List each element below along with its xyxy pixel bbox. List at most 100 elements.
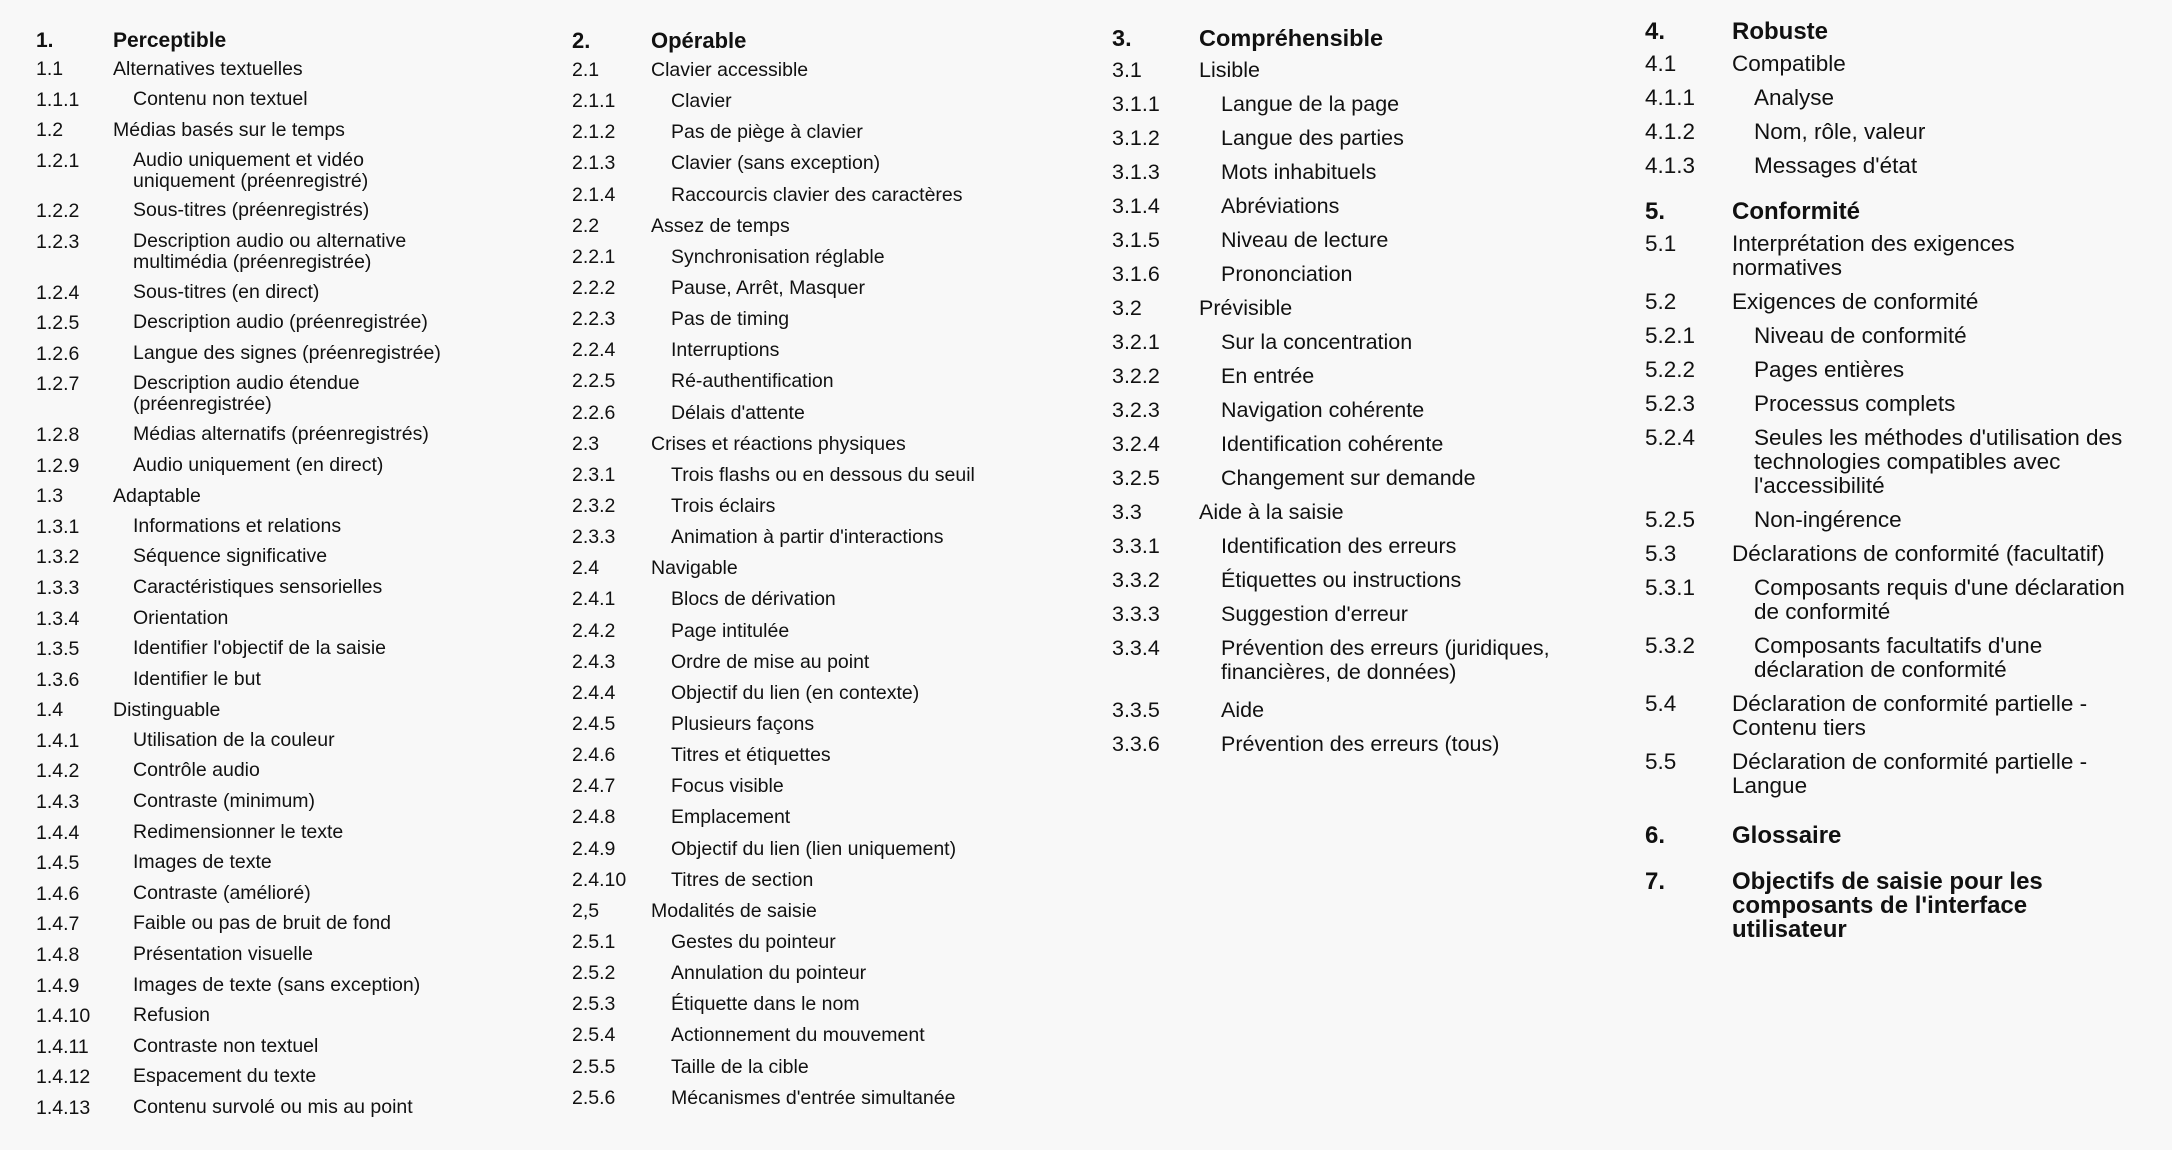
toc-criterion[interactable]: 3.2.3 Navigation cohérente: [1112, 398, 1632, 422]
toc-criterion[interactable]: 1.1.1 Contenu non textuel: [36, 88, 556, 111]
toc-criterion[interactable]: 2.4.6 Titres et étiquettes: [572, 744, 1092, 766]
toc-criterion[interactable]: 3.1.5 Niveau de lecture: [1112, 228, 1632, 252]
toc-criterion[interactable]: 3.3.3 Suggestion d'erreur: [1112, 602, 1632, 626]
toc-section[interactable]: 5. Conformité: [1645, 200, 2165, 224]
toc-subsection[interactable]: 1.1 Alternatives textuelles: [36, 58, 556, 80]
toc-criterion[interactable]: 2.5.6 Mécanismes d'entrée simultanée: [572, 1087, 1092, 1109]
toc-section[interactable]: 1. Perceptible: [36, 30, 556, 52]
toc-criterion[interactable]: 3.1.6 Prononciation: [1112, 262, 1632, 286]
toc-criterion[interactable]: 3.2.1 Sur la concentration: [1112, 330, 1632, 354]
toc-criterion[interactable]: 1.3.6 Identifier le but: [36, 668, 556, 691]
toc-criterion[interactable]: 2.2.6 Délais d'attente: [572, 402, 1092, 424]
toc-criterion[interactable]: 1.4.8 Présentation visuelle: [36, 944, 556, 967]
toc-criterion[interactable]: 1.2.9 Audio uniquement (en direct): [36, 454, 556, 477]
toc-criterion[interactable]: 1.4.10 Refusion: [36, 1005, 556, 1028]
toc-criterion[interactable]: 3.1.3 Mots inhabituels: [1112, 160, 1632, 184]
toc-criterion[interactable]: 3.2.5 Changement sur demande: [1112, 466, 1632, 490]
toc-criterion[interactable]: 3.2.2 En entrée: [1112, 364, 1632, 388]
toc-subsection[interactable]: 2.3 Crises et réactions physiques: [572, 433, 1092, 455]
toc-criterion[interactable]: 2.1.4 Raccourcis clavier des caractères: [572, 184, 1092, 206]
toc-section[interactable]: 7. Objectifs de saisie pour les composant…: [1645, 870, 2165, 942]
toc-subsection[interactable]: 2.1 Clavier accessible: [572, 59, 1092, 81]
toc-criterion[interactable]: 2.3.3 Animation à partir d'interactions: [572, 526, 1092, 548]
toc-subsection[interactable]: 3.3 Aide à la saisie: [1112, 500, 1632, 524]
toc-section[interactable]: 6. Glossaire: [1645, 824, 2165, 848]
toc-criterion[interactable]: 3.3.1 Identification des erreurs: [1112, 534, 1632, 558]
toc-criterion[interactable]: 5.2.3 Processus complets: [1645, 392, 2165, 416]
toc-criterion[interactable]: 2.4.8 Emplacement: [572, 806, 1092, 828]
toc-criterion[interactable]: 2.1.1 Clavier: [572, 90, 1092, 112]
toc-criterion[interactable]: 2.1.2 Pas de piège à clavier: [572, 121, 1092, 143]
toc-subsection[interactable]: 3.1 Lisible: [1112, 58, 1632, 82]
toc-criterion[interactable]: 1.4.12 Espacement du texte: [36, 1066, 556, 1089]
toc-section[interactable]: 3. Compréhensible: [1112, 26, 1632, 50]
toc-criterion[interactable]: 3.3.4 Prévention des erreurs (juridiques,…: [1112, 636, 1632, 684]
toc-section[interactable]: 4. Robuste: [1645, 20, 2165, 44]
toc-criterion[interactable]: 1.2.7 Description audio étendue (préenreg…: [36, 373, 556, 415]
toc-criterion[interactable]: 2.5.5 Taille de la cible: [572, 1056, 1092, 1078]
toc-subsection[interactable]: 1.2 Médias basés sur le temps: [36, 119, 556, 141]
toc-criterion[interactable]: 5.3.1 Composants requis d'une déclaration…: [1645, 576, 2165, 624]
toc-subsection[interactable]: 5.5 Déclaration de conformité partielle -…: [1645, 750, 2165, 798]
toc-criterion[interactable]: 4.1.1 Analyse: [1645, 86, 2165, 110]
toc-criterion[interactable]: 3.2.4 Identification cohérente: [1112, 432, 1632, 456]
toc-subsection[interactable]: 5.1 Interprétation des exigences normativ…: [1645, 232, 2165, 280]
toc-criterion[interactable]: 2.4.10 Titres de section: [572, 869, 1092, 891]
toc-criterion[interactable]: 2.5.3 Étiquette dans le nom: [572, 993, 1092, 1015]
toc-criterion[interactable]: 1.3.1 Informations et relations: [36, 515, 556, 538]
toc-criterion[interactable]: 3.3.6 Prévention des erreurs (tous): [1112, 732, 1632, 756]
toc-criterion[interactable]: 2.3.1 Trois flashs ou en dessous du seuil: [572, 464, 1092, 486]
toc-criterion[interactable]: 2.2.5 Ré-authentification: [572, 370, 1092, 392]
toc-subsection[interactable]: 4.1 Compatible: [1645, 52, 2165, 76]
toc-criterion[interactable]: 1.2.5 Description audio (préenregistrée): [36, 312, 556, 335]
toc-criterion[interactable]: 1.4.3 Contraste (minimum): [36, 791, 556, 814]
toc-criterion[interactable]: 2.5.2 Annulation du pointeur: [572, 962, 1092, 984]
toc-criterion[interactable]: 1.3.4 Orientation: [36, 607, 556, 630]
toc-criterion[interactable]: 1.2.3 Description audio ou alternative mu…: [36, 230, 556, 273]
toc-criterion[interactable]: 2.4.4 Objectif du lien (en contexte): [572, 682, 1092, 704]
toc-criterion[interactable]: 2.4.5 Plusieurs façons: [572, 713, 1092, 735]
toc-criterion[interactable]: 1.3.3 Caractéristiques sensorielles: [36, 576, 556, 599]
toc-subsection[interactable]: 2,5 Modalités de saisie: [572, 900, 1092, 922]
toc-subsection[interactable]: 5.4 Déclaration de conformité partielle -…: [1645, 692, 2165, 740]
toc-criterion[interactable]: 4.1.2 Nom, rôle, valeur: [1645, 120, 2165, 144]
toc-criterion[interactable]: 2.4.9 Objectif du lien (lien uniquement): [572, 838, 1092, 860]
toc-criterion[interactable]: 2.2.2 Pause, Arrêt, Masquer: [572, 277, 1092, 299]
toc-criterion[interactable]: 1.4.4 Redimensionner le texte: [36, 821, 556, 844]
toc-criterion[interactable]: 3.3.2 Étiquettes ou instructions: [1112, 568, 1632, 592]
toc-criterion[interactable]: 1.4.5 Images de texte: [36, 852, 556, 875]
toc-criterion[interactable]: 1.4.6 Contraste (amélioré): [36, 882, 556, 905]
toc-criterion[interactable]: 1.4.9 Images de texte (sans exception): [36, 974, 556, 997]
toc-criterion[interactable]: 1.2.1 Audio uniquement et vidéo uniquemen…: [36, 149, 556, 192]
toc-criterion[interactable]: 2.4.2 Page intitulée: [572, 620, 1092, 642]
toc-criterion[interactable]: 1.4.11 Contraste non textuel: [36, 1035, 556, 1058]
toc-criterion[interactable]: 1.4.7 Faible ou pas de bruit de fond: [36, 913, 556, 936]
toc-criterion[interactable]: 5.2.5 Non-ingérence: [1645, 508, 2165, 532]
toc-criterion[interactable]: 1.2.6 Langue des signes (préenregistrée): [36, 342, 556, 365]
toc-criterion[interactable]: 2.2.3 Pas de timing: [572, 308, 1092, 330]
toc-criterion[interactable]: 2.3.2 Trois éclairs: [572, 495, 1092, 517]
toc-criterion[interactable]: 1.2.4 Sous-titres (en direct): [36, 281, 556, 304]
toc-criterion[interactable]: 3.1.1 Langue de la page: [1112, 92, 1632, 116]
toc-criterion[interactable]: 1.2.8 Médias alternatifs (préenregistrés): [36, 423, 556, 446]
toc-criterion[interactable]: 1.4.2 Contrôle audio: [36, 760, 556, 783]
toc-criterion[interactable]: 5.2.4 Seules les méthodes d'utilisation d…: [1645, 426, 2165, 498]
toc-subsection[interactable]: 2.4 Navigable: [572, 557, 1092, 579]
toc-subsection[interactable]: 3.2 Prévisible: [1112, 296, 1632, 320]
toc-criterion[interactable]: 2.5.1 Gestes du pointeur: [572, 931, 1092, 953]
toc-criterion[interactable]: 5.3.2 Composants facultatifs d'une déclar…: [1645, 634, 2165, 682]
toc-section[interactable]: 2. Opérable: [572, 30, 1092, 52]
toc-criterion[interactable]: 1.4.1 Utilisation de la couleur: [36, 729, 556, 752]
toc-criterion[interactable]: 3.3.5 Aide: [1112, 698, 1632, 722]
toc-criterion[interactable]: 1.3.5 Identifier l'objectif de la saisie: [36, 638, 556, 661]
toc-subsection[interactable]: 1.3 Adaptable: [36, 485, 556, 507]
toc-criterion[interactable]: 2.4.3 Ordre de mise au point: [572, 651, 1092, 673]
toc-criterion[interactable]: 3.1.2 Langue des parties: [1112, 126, 1632, 150]
toc-criterion[interactable]: 1.2.2 Sous-titres (préenregistrés): [36, 200, 556, 223]
toc-criterion[interactable]: 2.5.4 Actionnement du mouvement: [572, 1024, 1092, 1046]
toc-subsection[interactable]: 5.2 Exigences de conformité: [1645, 290, 2165, 314]
toc-criterion[interactable]: 2.2.1 Synchronisation réglable: [572, 246, 1092, 268]
toc-subsection[interactable]: 1.4 Distinguable: [36, 699, 556, 721]
toc-criterion[interactable]: 2.2.4 Interruptions: [572, 339, 1092, 361]
toc-criterion[interactable]: 2.4.7 Focus visible: [572, 775, 1092, 797]
